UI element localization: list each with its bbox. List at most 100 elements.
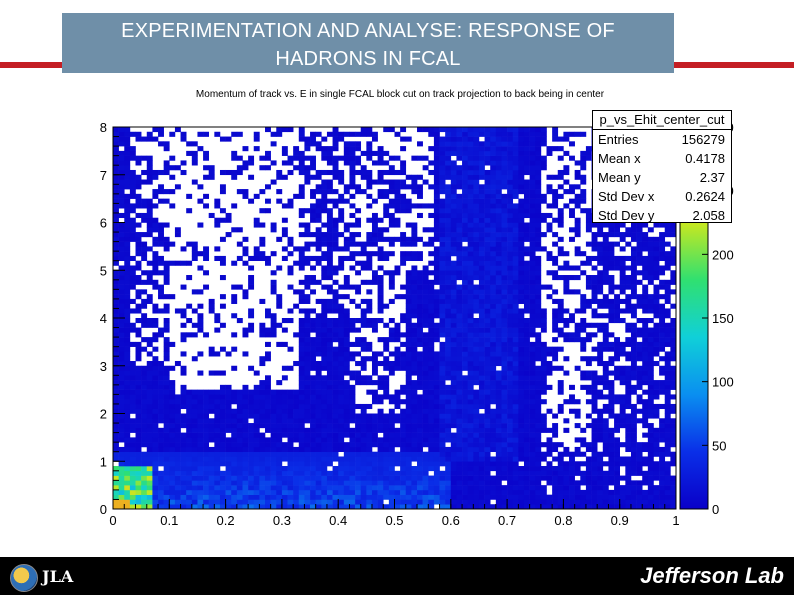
heatmap-cell: [180, 413, 187, 419]
heatmap-cell: [124, 365, 131, 371]
heatmap-cell: [338, 313, 345, 319]
heatmap-cell: [529, 346, 536, 352]
heatmap-cell: [512, 279, 519, 285]
heatmap-cell: [563, 308, 570, 314]
heatmap-cell: [129, 485, 136, 491]
heatmap-cell: [124, 136, 131, 142]
heatmap-cell: [118, 327, 125, 333]
heatmap-cell: [591, 437, 598, 443]
heatmap-cell: [445, 499, 452, 505]
heatmap-cell: [445, 504, 452, 510]
heatmap-cell: [270, 408, 277, 414]
heatmap-cell: [321, 313, 328, 319]
heatmap-cell: [219, 394, 226, 400]
heatmap-cell: [293, 466, 300, 472]
heatmap-cell: [428, 203, 435, 209]
heatmap-cell: [495, 146, 502, 152]
heatmap-cell: [501, 427, 508, 433]
heatmap-cell: [191, 437, 198, 443]
heatmap-cell: [253, 403, 260, 410]
heatmap-cell: [445, 437, 452, 443]
heatmap-cell: [462, 217, 468, 223]
heatmap-cell: [315, 475, 322, 481]
heatmap-cell: [433, 169, 440, 176]
heatmap-cell: [141, 217, 148, 223]
heatmap-cell: [293, 437, 300, 443]
heatmap-cell: [546, 470, 553, 476]
heatmap-cell: [383, 341, 390, 347]
heatmap-cell: [580, 322, 587, 328]
heatmap-cell: [315, 413, 322, 419]
heatmap-cell: [428, 413, 435, 419]
heatmap-cell: [191, 408, 198, 414]
heatmap-cell: [490, 318, 497, 324]
heatmap-cell: [146, 131, 153, 137]
heatmap-cell: [355, 451, 362, 457]
heatmap-cell: [276, 174, 283, 180]
heatmap-cell: [259, 432, 266, 438]
heatmap-cell: [287, 284, 294, 290]
heatmap-cell: [310, 165, 316, 171]
heatmap-cell: [293, 456, 300, 462]
heatmap-cell: [495, 294, 502, 300]
heatmap-cell: [242, 432, 249, 438]
heatmap-cell: [338, 208, 345, 214]
heatmap-cell: [169, 380, 176, 386]
heatmap-cell: [400, 480, 407, 486]
heatmap-cell: [163, 341, 170, 347]
heatmap-cell: [180, 446, 187, 453]
heatmap-cell: [490, 165, 497, 171]
heatmap-cell: [439, 475, 446, 481]
heatmap-cell: [343, 432, 350, 438]
heatmap-cell: [433, 380, 440, 386]
heatmap-cell: [585, 303, 592, 309]
heatmap-cell: [417, 318, 423, 324]
heatmap-cell: [265, 375, 271, 381]
heatmap-cell: [265, 127, 271, 133]
heatmap-cell: [473, 275, 480, 281]
heatmap-cell: [366, 265, 373, 271]
heatmap-cell: [462, 313, 468, 319]
heatmap-cell: [332, 475, 339, 481]
heatmap-cell: [580, 131, 587, 137]
heatmap-cell: [394, 346, 401, 352]
heatmap-cell: [191, 446, 198, 453]
heatmap-cell: [411, 341, 418, 347]
heatmap-cell: [265, 489, 271, 495]
heatmap-cell: [484, 341, 491, 347]
heatmap-cell: [529, 275, 536, 281]
heatmap-cell: [580, 489, 587, 495]
heatmap-cell: [383, 169, 390, 176]
heatmap-cell: [439, 308, 446, 314]
heatmap-cell: [512, 456, 519, 462]
heatmap-cell: [298, 322, 305, 328]
heatmap-cell: [473, 413, 480, 419]
heatmap-cell: [146, 394, 153, 400]
heatmap-cell: [428, 184, 435, 190]
heatmap-cell: [118, 294, 125, 300]
heatmap-cell: [456, 451, 463, 457]
heatmap-cell: [304, 255, 311, 261]
heatmap-cell: [473, 446, 480, 453]
heatmap-cell: [614, 466, 620, 472]
heatmap-cell: [512, 193, 519, 199]
heatmap-cell: [411, 222, 418, 228]
heatmap-cell: [343, 227, 350, 233]
heatmap-cell: [304, 322, 311, 328]
heatmap-cell: [366, 403, 373, 410]
heatmap-cell: [169, 466, 176, 472]
heatmap-cell: [540, 136, 547, 142]
heatmap-cell: [135, 461, 142, 467]
heatmap-cell: [467, 327, 474, 333]
heatmap-cell: [146, 341, 153, 347]
heatmap-cell: [146, 217, 153, 223]
heatmap-cell: [484, 442, 491, 448]
heatmap-cell: [343, 466, 350, 472]
heatmap-cell: [523, 446, 530, 453]
heatmap-cell: [523, 294, 530, 300]
heatmap-cell: [349, 389, 356, 395]
heatmap-cell: [129, 394, 136, 400]
heatmap-cell: [355, 251, 362, 257]
heatmap-cell: [146, 494, 153, 500]
heatmap-cell: [158, 131, 164, 137]
